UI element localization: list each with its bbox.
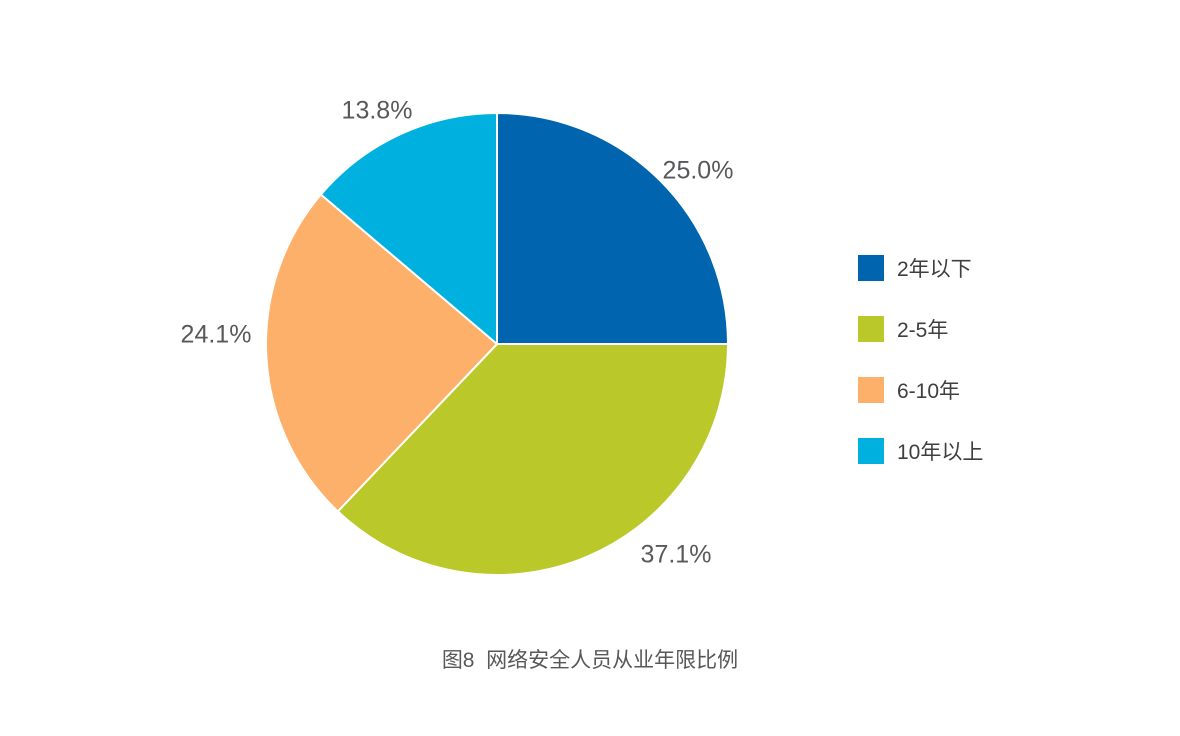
legend-swatch-icon [858,316,884,342]
legend-label: 10年以上 [897,441,984,464]
pie-slice [336,343,729,576]
pie-slice [265,193,498,513]
legend-swatch-icon [858,377,884,403]
legend-label: 6-10年 [897,380,961,403]
legend: 2年以下 2-5年 6-10年 10年以上 [858,255,983,499]
slice-percentage-label: 37.1% [640,540,712,569]
legend-item: 10年以上 [858,438,983,464]
legend-item: 2年以下 [858,255,983,281]
legend-label: 2年以下 [897,258,972,281]
slice-percentage-label: 13.8% [341,96,413,125]
figure-caption: 图8 网络安全人员从业年限比例 [441,649,739,672]
slice-percentage-label: 24.1% [180,320,252,349]
legend-label: 2-5年 [897,319,949,342]
slice-percentage-label: 25.0% [662,156,734,185]
legend-item: 2-5年 [858,316,983,342]
legend-item: 6-10年 [858,377,983,403]
legend-swatch-icon [858,438,884,464]
legend-swatch-icon [858,255,884,281]
pie-slice [319,112,498,345]
pie-slice [496,112,729,345]
